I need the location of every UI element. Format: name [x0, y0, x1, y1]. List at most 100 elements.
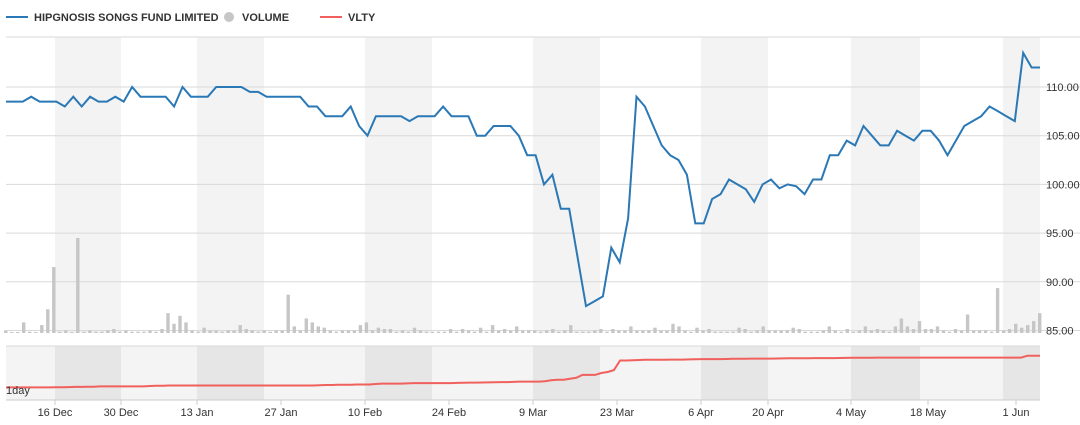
volume-bars: [4, 238, 1042, 334]
volume-bar: [442, 331, 447, 333]
y-tick-label: 100.00: [1046, 179, 1080, 191]
band-lower: [701, 346, 768, 400]
volume-bar: [172, 323, 176, 333]
volume-bar: [713, 331, 717, 333]
volume-bar: [647, 330, 651, 333]
volume-bar: [989, 331, 994, 333]
volume-bar: [653, 327, 657, 333]
volume-bar: [947, 331, 952, 333]
lower-panel-label: 1day: [6, 385, 30, 397]
volume-bar: [851, 331, 855, 333]
volume-bar: [563, 330, 567, 333]
volume-bar: [268, 331, 272, 333]
volume-bar: [478, 327, 483, 333]
volume-bar: [929, 329, 934, 333]
volume-bar: [557, 331, 561, 333]
volume-bar: [316, 326, 320, 333]
price-series-line: [6, 49, 1040, 308]
volume-bar: [533, 330, 537, 333]
volume-bar: [617, 330, 621, 333]
volume-bar: [466, 330, 471, 333]
volume-bar: [118, 331, 122, 333]
y-tick-label: 90.00: [1046, 277, 1074, 289]
volume-bar: [322, 327, 326, 333]
volume-bar: [953, 329, 958, 333]
volume-bar: [683, 330, 687, 333]
volume-bar: [178, 315, 182, 333]
volume-bar: [1014, 323, 1018, 333]
legend: HIPGNOSIS SONGS FUND LIMITED VOLUME VLTY: [6, 12, 376, 24]
volume-bar: [280, 330, 284, 333]
volume-bar: [845, 329, 849, 333]
volume-bar: [58, 331, 62, 333]
volume-bar: [76, 238, 80, 333]
volume-bar: [472, 331, 477, 333]
volume-bar: [779, 330, 783, 333]
volume-bar: [551, 329, 555, 333]
volume-bar: [262, 330, 266, 333]
volume-bar: [635, 330, 639, 333]
volume-bar: [460, 329, 465, 333]
volume-bar: [941, 330, 946, 333]
band-lower: [365, 346, 432, 400]
volume-bar: [142, 331, 146, 333]
weekend-bands: [6, 37, 1040, 400]
volume-bar: [833, 330, 837, 333]
volume-bar: [1026, 325, 1030, 333]
volume-bar: [911, 329, 916, 333]
x-axis-ticks: 16 Dec 30 Dec 13 Jan 27 Jan 10 Feb 24 Feb 9 Ma…: [38, 400, 1029, 419]
x-tick-label: 16 Dec: [38, 407, 73, 419]
x-tick-label: 20 Apr: [752, 407, 784, 419]
volume-bar: [136, 331, 140, 333]
volume-bar: [304, 318, 308, 333]
volume-bar: [917, 321, 922, 333]
volume-bar: [430, 331, 435, 333]
volume-bar: [334, 331, 338, 333]
volume-bar: [88, 330, 92, 333]
volume-bar: [623, 330, 627, 333]
y-tick-label: 85.00: [1046, 326, 1074, 338]
band-lower: [1003, 346, 1040, 400]
volume-bar: [106, 330, 110, 333]
volume-bar: [743, 329, 747, 333]
volume-bar: [869, 330, 874, 333]
volume-bar: [863, 326, 868, 333]
volume-bar: [196, 331, 200, 333]
y-tick-label: 110.00: [1046, 82, 1079, 94]
volume-bar: [839, 331, 843, 333]
volume-bar: [875, 329, 880, 333]
volume-bar: [250, 330, 254, 333]
band-main: [365, 37, 432, 333]
volume-bar: [232, 330, 236, 333]
volume-bar: [190, 330, 194, 333]
volume-bar: [298, 330, 302, 333]
volume-bar: [226, 330, 230, 333]
volume-bar: [1038, 313, 1042, 333]
y-tick-label: 95.00: [1046, 228, 1074, 240]
volume-bar: [671, 323, 675, 333]
vlty-series-line: [6, 354, 1040, 389]
volume-bar: [587, 331, 591, 333]
volume-bar: [719, 331, 723, 333]
volume-bar: [677, 326, 681, 333]
volume-bar: [569, 325, 573, 333]
volume-bar: [755, 330, 759, 333]
volume-bar: [611, 329, 615, 333]
volume-bar: [1007, 329, 1012, 333]
volume-bar: [94, 331, 98, 333]
legend-item-vlty: VLTY: [348, 12, 376, 24]
volume-bar: [629, 326, 633, 333]
volume-bar: [761, 326, 765, 333]
legend-item-price: HIPGNOSIS SONGS FUND LIMITED: [34, 12, 219, 24]
band-lower: [197, 346, 264, 400]
volume-bar: [641, 330, 645, 333]
volume-bar: [358, 325, 363, 333]
volume-bar: [767, 330, 771, 333]
volume-bar: [64, 330, 68, 333]
volume-bar: [773, 330, 777, 333]
volume-bar: [154, 331, 158, 333]
volume-bar: [208, 330, 212, 333]
band-main: [55, 37, 121, 333]
legend-dot-volume-icon: [224, 12, 234, 22]
volume-bar: [454, 331, 459, 333]
